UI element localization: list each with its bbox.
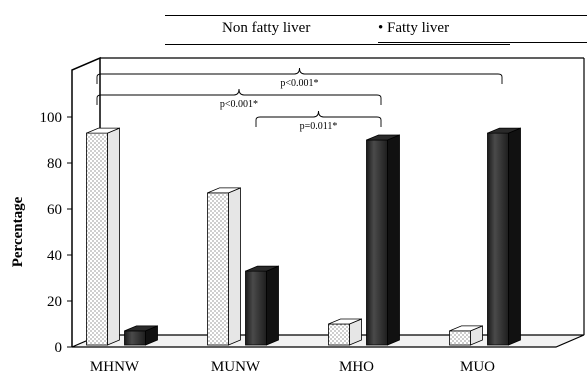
bar-fatty-munw: [245, 265, 279, 346]
bar-non-fatty-munw: [207, 187, 241, 346]
significance-bracket: p<0.001*: [96, 88, 382, 110]
x-category-label: MHNW: [90, 359, 140, 375]
legend-fatty-label: Fatty liver: [387, 20, 450, 36]
y-axis-label: Percentage: [10, 196, 26, 267]
p-value-label: p<0.001*: [220, 99, 258, 110]
x-category-label: MUO: [460, 359, 495, 375]
legend-top-rule: [165, 15, 587, 16]
bar-fatty-mho: [366, 134, 400, 346]
y-tick-label: 40: [47, 248, 62, 264]
p-value-label: p=0.011*: [300, 121, 338, 132]
axes: 0 20 40 60 80 100 Percentage MHNW MUNW MHO MUO: [10, 110, 495, 375]
y-tick-label: 20: [47, 294, 62, 310]
legend-bottom-rule: [165, 44, 510, 45]
legend-fatty-marker: •: [378, 20, 384, 36]
bar-non-fatty-mho: [328, 318, 362, 346]
bar-non-fatty-mhnw: [86, 127, 120, 346]
significance-bracket: p<0.001*: [96, 67, 503, 89]
x-category-label: MUNW: [211, 359, 261, 375]
bars: [86, 127, 521, 346]
y-tick-label: 100: [40, 110, 63, 126]
y-tick-label: 80: [47, 156, 62, 172]
p-value-label: p<0.001*: [280, 78, 318, 89]
y-tick-label: 0: [55, 340, 63, 356]
y-tick-label: 60: [47, 202, 62, 218]
bar-fatty-muo: [487, 127, 521, 346]
legend-fatty-liver: • Fatty liver: [378, 20, 449, 37]
bar-non-fatty-muo: [449, 325, 483, 346]
legend-divider: [378, 42, 587, 43]
significance-brackets: p<0.001* p<0.001* p=0.011*: [96, 67, 503, 132]
legend-non-fatty-liver: Non fatty liver: [222, 20, 311, 36]
bar-fatty-mhnw: [124, 325, 158, 346]
x-category-label: MHO: [339, 359, 374, 375]
significance-bracket: p=0.011*: [255, 110, 382, 132]
